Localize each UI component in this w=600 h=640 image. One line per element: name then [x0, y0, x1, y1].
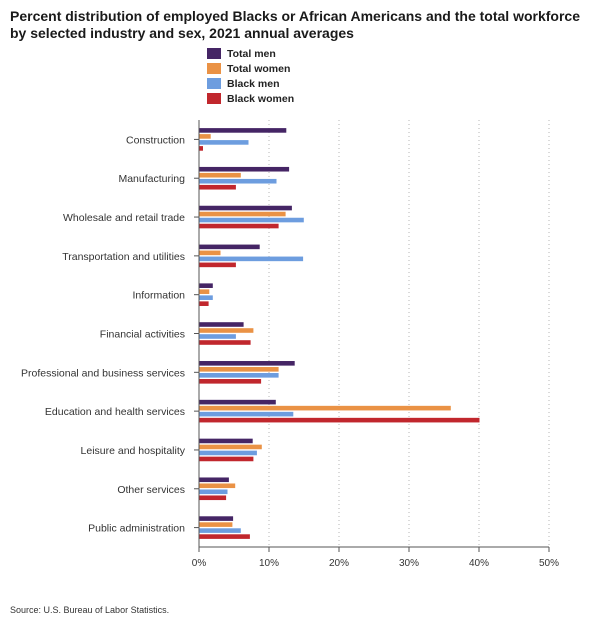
x-tick-label: 50%	[539, 558, 559, 569]
x-tick-label: 0%	[192, 558, 207, 569]
bar	[199, 373, 279, 378]
legend-swatch	[207, 93, 221, 104]
bar	[199, 477, 229, 483]
legend-label: Total women	[227, 62, 291, 75]
x-tick-label: 40%	[469, 558, 489, 569]
bar	[199, 528, 241, 533]
x-tick-label: 30%	[399, 558, 419, 569]
chart-legend: Total men Total women Black men Black women	[207, 46, 294, 106]
x-tick-label: 10%	[259, 558, 279, 569]
bar	[199, 399, 276, 405]
category-label: Transportation and utilities	[62, 251, 185, 263]
bar	[199, 379, 262, 384]
bar	[199, 495, 227, 501]
bar	[199, 516, 234, 521]
bar	[199, 223, 279, 229]
bar	[199, 411, 294, 417]
bar	[199, 405, 451, 411]
bar	[199, 489, 228, 495]
bar	[199, 295, 213, 300]
bar	[199, 217, 304, 223]
bar	[199, 140, 249, 145]
bar	[199, 166, 290, 172]
bar	[199, 328, 254, 333]
category-label: Wholesale and retail trade	[63, 212, 185, 224]
bar	[199, 184, 236, 190]
bar	[199, 483, 236, 489]
bar	[199, 417, 480, 423]
bar-chart: 0% 10% 20% 30% 40% 50% Construction Manufacturi…	[21, 120, 559, 569]
legend-swatch	[207, 48, 221, 59]
legend-label: Black men	[227, 77, 280, 90]
bar	[199, 205, 292, 211]
chart-title: Percent distribution of employed Blacks …	[10, 8, 580, 41]
bar	[199, 534, 250, 539]
bar	[199, 438, 253, 444]
bar	[199, 134, 211, 139]
legend-swatch	[207, 63, 221, 74]
bar	[199, 256, 304, 262]
legend-item: Total women	[207, 61, 294, 76]
bar	[199, 211, 286, 217]
legend-swatch	[207, 78, 221, 89]
legend-item: Black women	[207, 91, 294, 106]
bar	[199, 522, 233, 527]
bar	[199, 262, 236, 268]
category-label: Information	[132, 290, 185, 302]
category-label: Other services	[117, 484, 185, 496]
bar	[199, 444, 262, 450]
category-label: Manufacturing	[118, 173, 185, 185]
legend-item: Total men	[207, 46, 294, 61]
category-label: Financial activities	[100, 329, 185, 341]
bar	[199, 244, 260, 250]
legend-label: Total men	[227, 47, 276, 60]
category-label: Leisure and hospitality	[81, 445, 186, 457]
bar	[199, 178, 277, 184]
category-label: Public administration	[88, 523, 185, 535]
bar	[199, 334, 236, 339]
category-label: Professional and business services	[21, 367, 185, 379]
category-label: Education and health services	[45, 406, 185, 418]
bar	[199, 301, 209, 306]
bar	[199, 367, 279, 372]
bar	[199, 322, 244, 327]
legend-item: Black men	[207, 76, 294, 91]
bar	[199, 361, 295, 366]
category-label: Construction	[126, 134, 185, 146]
bar	[199, 456, 254, 462]
bar	[199, 283, 213, 288]
bar	[199, 128, 287, 133]
bar	[199, 450, 257, 456]
legend-label: Black women	[227, 92, 295, 105]
bar	[199, 250, 221, 256]
bar	[199, 340, 251, 345]
bar	[199, 289, 210, 294]
x-tick-label: 20%	[329, 558, 349, 569]
source-note: Source: U.S. Bureau of Labor Statistics.	[10, 605, 170, 615]
bar	[199, 146, 203, 151]
bar	[199, 172, 241, 178]
